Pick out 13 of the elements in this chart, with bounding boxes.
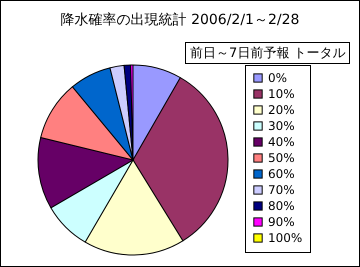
- legend-label: 0%: [268, 71, 288, 85]
- legend-label: 70%: [268, 183, 295, 197]
- legend-label: 40%: [268, 135, 295, 149]
- legend-label: 50%: [268, 151, 295, 165]
- legend-label: 80%: [268, 199, 295, 213]
- chart-subtitle: 前日～7日前予報 トータル: [185, 42, 350, 64]
- legend-label: 60%: [268, 167, 295, 181]
- legend-label: 10%: [268, 87, 295, 101]
- legend-label: 20%: [268, 103, 295, 117]
- legend-label: 30%: [268, 119, 295, 133]
- chart-title: 降水確率の出現統計 2006/2/1～2/28: [60, 12, 300, 28]
- legend-label: 90%: [268, 215, 295, 229]
- legend-label: 100%: [268, 231, 302, 245]
